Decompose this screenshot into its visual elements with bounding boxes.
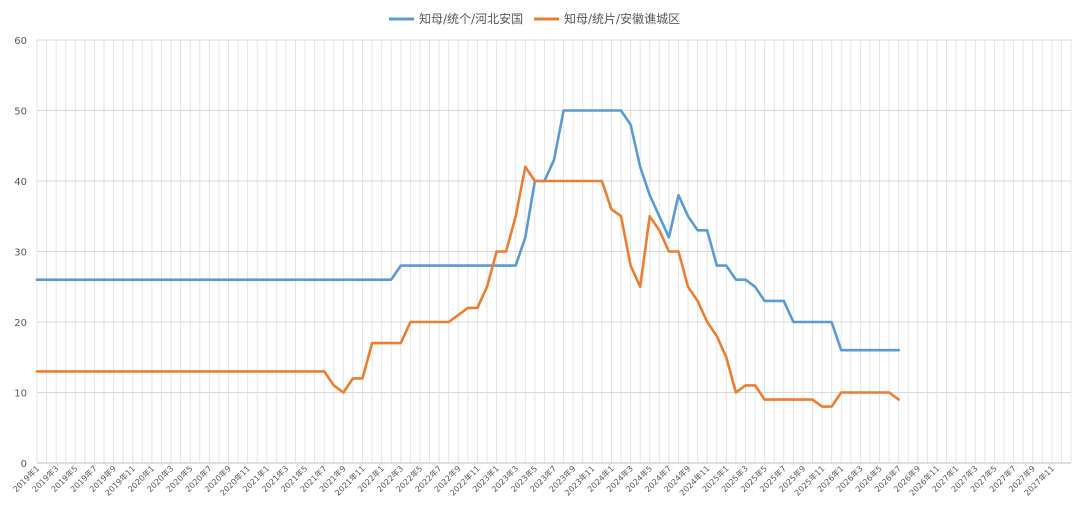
- y-tick-label: 50: [14, 107, 27, 118]
- y-tick-label: 30: [14, 248, 27, 259]
- legend-label-series-0: 知母/统个/河北安国: [419, 11, 523, 26]
- series-lines: [35, 109, 901, 408]
- y-tick-label: 60: [14, 36, 27, 47]
- y-tick-label: 20: [14, 318, 27, 329]
- y-tick-label: 40: [14, 177, 27, 188]
- series-line-1: [35, 165, 901, 408]
- y-tick-label: 10: [14, 389, 27, 400]
- grid: [36, 39, 1072, 464]
- legend-label-series-1: 知母/统片/安徽谯城区: [564, 11, 680, 26]
- axes: 01020304050602019年12019年32019年52019年7201…: [11, 36, 1071, 498]
- series-line-0: [35, 109, 901, 352]
- legend: 知母/统个/河北安国 知母/统片/安徽谯城区: [389, 11, 680, 26]
- y-tick-label: 0: [21, 459, 27, 470]
